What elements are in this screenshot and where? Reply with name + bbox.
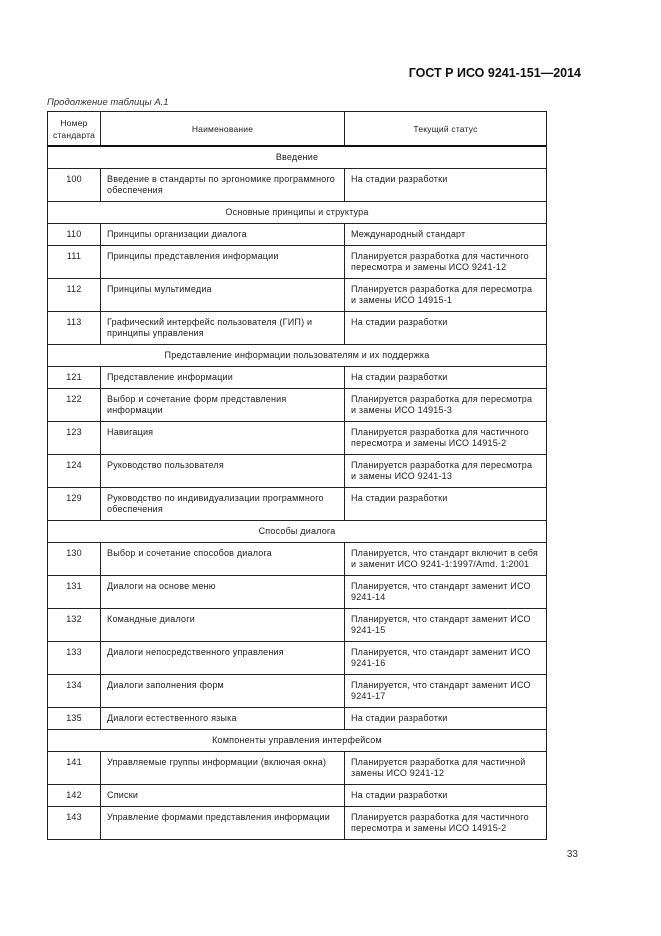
- standard-number: 133: [47, 641, 101, 675]
- standard-name: Принципы мультимедиа: [100, 278, 345, 312]
- table-row: 142 Списки На стадии разработки: [47, 784, 547, 807]
- standard-status: Планируется, что стандарт заменит ИСО 92…: [344, 575, 547, 609]
- standard-status: Планируется, что стандарт включит в себя…: [344, 542, 547, 576]
- table-row: 122 Выбор и сочетание форм представления …: [47, 388, 547, 422]
- standard-status: На стадии разработки: [344, 784, 547, 807]
- standard-status: На стадии разработки: [344, 366, 547, 389]
- table-row: 129 Руководство по индивидуализации прогр…: [47, 487, 547, 521]
- section-row: Основные принципы и структура: [47, 201, 547, 224]
- standard-number: 113: [47, 311, 101, 345]
- standard-number: 142: [47, 784, 101, 807]
- standard-name: Представление информации: [100, 366, 345, 389]
- section-title: Компоненты управления интерфейсом: [47, 729, 547, 752]
- section-row: Компоненты управления интерфейсом: [47, 729, 547, 752]
- table-row: 112 Принципы мультимедиа Планируется разра…: [47, 278, 547, 312]
- page-number: 33: [566, 849, 578, 860]
- standard-status: Планируется разработка для частичного пе…: [344, 806, 547, 840]
- section-row: Способы диалога: [47, 520, 547, 543]
- standard-name: Принципы представления информации: [100, 245, 345, 279]
- table-header-row: Номер стандарта Наименование Текущий ста…: [47, 111, 547, 147]
- standard-status: Планируется разработка для частичного пе…: [344, 245, 547, 279]
- standard-status: Планируется разработка для пересмотра и …: [344, 388, 547, 422]
- section-title: Способы диалога: [47, 520, 547, 543]
- standard-number: 132: [47, 608, 101, 642]
- standard-status: Планируется, что стандарт заменит ИСО 92…: [344, 608, 547, 642]
- standard-number: 122: [47, 388, 101, 422]
- standard-number: 143: [47, 806, 101, 840]
- standard-number: 110: [47, 223, 101, 246]
- standard-name: Графический интерфейс пользователя (ГИП)…: [100, 311, 345, 345]
- table-row: 134 Диалоги заполнения форм Планируется, ч…: [47, 674, 547, 708]
- table-row: 123 Навигация Планируется разработка для ч…: [47, 421, 547, 455]
- standard-number: 100: [47, 168, 101, 202]
- document-code: ГОСТ Р ИСО 9241-151—2014: [408, 66, 581, 80]
- standard-name: Введение в стандарты по эргономике прогр…: [100, 168, 345, 202]
- standard-status: Планируется, что стандарт заменит ИСО 92…: [344, 641, 547, 675]
- standard-number: 124: [47, 454, 101, 488]
- standard-status: Планируется разработка для частичной зам…: [344, 751, 547, 785]
- table-row: 131 Диалоги на основе меню Планируется, чт…: [47, 575, 547, 609]
- standard-number: 123: [47, 421, 101, 455]
- standard-number: 129: [47, 487, 101, 521]
- table-row: 132 Командные диалоги Планируется, что ста…: [47, 608, 547, 642]
- table-row: 121 Представление информации На стадии раз…: [47, 366, 547, 389]
- standard-status: На стадии разработки: [344, 311, 547, 345]
- standard-name: Навигация: [100, 421, 345, 455]
- standard-name: Выбор и сочетание форм представления инф…: [100, 388, 345, 422]
- column-header-name: Наименование: [100, 111, 345, 147]
- standard-number: 135: [47, 707, 101, 730]
- standard-name: Диалоги естественного языка: [100, 707, 345, 730]
- standard-status: Планируется, что стандарт заменит ИСО 92…: [344, 674, 547, 708]
- standards-table: Номер стандарта Наименование Текущий ста…: [47, 111, 547, 840]
- standard-name: Управление формами представления информа…: [100, 806, 345, 840]
- section-title: Основные принципы и структура: [47, 201, 547, 224]
- section-row: Представление информации пользователям и…: [47, 344, 547, 367]
- table-row: 135 Диалоги естественного языка На стадии …: [47, 707, 547, 730]
- standard-name: Принципы организации диалога: [100, 223, 345, 246]
- table-row: 133 Диалоги непосредственного управления П…: [47, 641, 547, 675]
- column-header-status: Текущий статус: [344, 111, 547, 147]
- standard-name: Диалоги на основе меню: [100, 575, 345, 609]
- standard-name: Диалоги заполнения форм: [100, 674, 345, 708]
- standard-name: Диалоги непосредственного управления: [100, 641, 345, 675]
- standard-number: 131: [47, 575, 101, 609]
- standard-status: Планируется разработка для пересмотра и …: [344, 454, 547, 488]
- standard-status: Международный стандарт: [344, 223, 547, 246]
- table-row: 110 Принципы организации диалога Междунаро…: [47, 223, 547, 246]
- standard-name: Управляемые группы информации (включая о…: [100, 751, 345, 785]
- standard-name: Руководство по индивидуализации программ…: [100, 487, 345, 521]
- table-row: 143 Управление формами представления инфо…: [47, 806, 547, 840]
- standard-number: 121: [47, 366, 101, 389]
- standard-number: 130: [47, 542, 101, 576]
- column-header-number: Номер стандарта: [47, 111, 101, 147]
- standard-name: Выбор и сочетание способов диалога: [100, 542, 345, 576]
- table-caption: Продолжение таблицы А.1: [47, 97, 169, 108]
- standard-name: Списки: [100, 784, 345, 807]
- standard-number: 141: [47, 751, 101, 785]
- table-row: 113 Графический интерфейс пользователя (Г…: [47, 311, 547, 345]
- table-row: 124 Руководство пользователя Планируется р…: [47, 454, 547, 488]
- table-row: 141 Управляемые группы информации (включа…: [47, 751, 547, 785]
- section-row: Введение: [47, 145, 547, 169]
- section-title: Введение: [47, 145, 547, 169]
- standard-status: На стадии разработки: [344, 707, 547, 730]
- standard-status: На стадии разработки: [344, 168, 547, 202]
- standard-number: 134: [47, 674, 101, 708]
- standard-number: 111: [47, 245, 101, 279]
- table-row: 130 Выбор и сочетание способов диалога Пла…: [47, 542, 547, 576]
- standard-number: 112: [47, 278, 101, 312]
- standard-name: Руководство пользователя: [100, 454, 345, 488]
- standard-status: Планируется разработка для частичного пе…: [344, 421, 547, 455]
- standard-status: Планируется разработка для пересмотра и …: [344, 278, 547, 312]
- section-title: Представление информации пользователям и…: [47, 344, 547, 367]
- standard-name: Командные диалоги: [100, 608, 345, 642]
- standard-status: На стадии разработки: [344, 487, 547, 521]
- table-row: 100 Введение в стандарты по эргономике пр…: [47, 168, 547, 202]
- table-row: 111 Принципы представления информации План…: [47, 245, 547, 279]
